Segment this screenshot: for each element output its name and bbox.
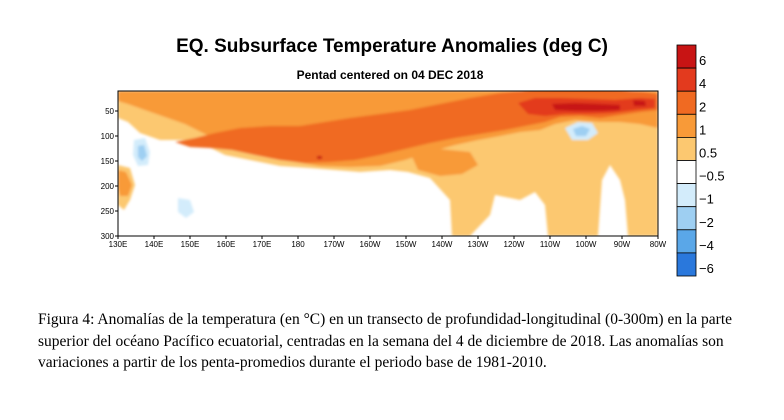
region-anomaly-gt-6-spot: [317, 156, 322, 159]
colorbar-label: 6: [699, 53, 706, 68]
x-tick-label: 90W: [614, 240, 631, 249]
x-tick-label: 170E: [253, 240, 272, 249]
colorbar-swatch: [676, 252, 697, 277]
y-tick-label: 300: [101, 232, 115, 241]
x-tick-label: 130E: [109, 240, 128, 249]
colorbar-label: −1: [699, 192, 714, 207]
colorbar-label: −4: [699, 238, 714, 253]
colorbar-label: 0.5: [699, 146, 717, 161]
region-anomaly-1-to-2-mid: [410, 149, 478, 176]
colorbar-label: −0.5: [699, 169, 725, 184]
colorbar-swatch: [676, 229, 697, 254]
anomaly-field: [118, 91, 658, 236]
figure-caption: Figura 4: Anomalías de la temperatura (e…: [38, 311, 733, 371]
colorbar-label: −2: [699, 215, 714, 230]
y-tick-label: 150: [101, 157, 115, 166]
region-anomaly-1-to-2-west: [118, 170, 132, 196]
x-tick-label: 160W: [360, 240, 381, 249]
colorbar-swatch: [676, 44, 697, 69]
colorbar-swatch: [676, 113, 697, 138]
region-anomaly-neg-0p5-to-neg-1-150E: [178, 198, 194, 218]
colorbar-swatch: [676, 206, 697, 231]
y-tick-label: 200: [101, 182, 115, 191]
x-tick-label: 120W: [504, 240, 525, 249]
colorbar: 6 4 2 1 0.5 −0.5 −1 −2 −4 −6: [676, 44, 725, 277]
x-tick-label: 100W: [576, 240, 597, 249]
x-tick-label: 180: [291, 240, 305, 249]
x-tick-label: 170W: [324, 240, 345, 249]
subsurface-anomaly-chart: EQ. Subsurface Temperature Anomalies (de…: [101, 36, 725, 277]
x-tick-label: 150E: [181, 240, 200, 249]
colorbar-label: −6: [699, 261, 714, 276]
x-tick-label: 150W: [396, 240, 417, 249]
region-anomaly-gt-6-core: [633, 100, 646, 106]
y-tick-label: 50: [105, 107, 114, 116]
x-tick-label: 140E: [145, 240, 164, 249]
x-tick-label: 130W: [468, 240, 489, 249]
y-axis: 50 100 150 200 250 300: [101, 107, 118, 241]
region-anomaly-neg-1-to-neg-2-east: [573, 126, 590, 136]
y-tick-label: 100: [101, 132, 115, 141]
x-tick-label: 160E: [217, 240, 236, 249]
x-tick-label: 140W: [432, 240, 453, 249]
region-anomaly-gt-6: [552, 103, 620, 111]
y-tick-label: 250: [101, 207, 115, 216]
colorbar-swatch: [676, 67, 697, 92]
colorbar-swatch: [676, 136, 697, 161]
colorbar-swatch: [676, 183, 697, 208]
x-tick-label: 110W: [540, 240, 561, 249]
plot-area: 130E 140E 150E 160E 170E 180 170W 160W 150W 140W 1…: [101, 90, 667, 249]
colorbar-swatch: [676, 160, 697, 185]
chart-subtitle: Pentad centered on 04 DEC 2018: [297, 68, 484, 82]
colorbar-label: 2: [699, 99, 706, 114]
x-axis: 130E 140E 150E 160E 170E 180 170W 160W 150W 140W 1…: [109, 236, 667, 249]
x-tick-label: 80W: [650, 240, 667, 249]
colorbar-label: 4: [699, 76, 706, 91]
plot-frame: [117, 90, 659, 237]
region-anomaly-neg-1-to-neg-2-west: [138, 145, 147, 161]
colorbar-swatch: [676, 90, 697, 115]
colorbar-label: 1: [699, 122, 706, 137]
chart-title: EQ. Subsurface Temperature Anomalies (de…: [176, 36, 608, 57]
